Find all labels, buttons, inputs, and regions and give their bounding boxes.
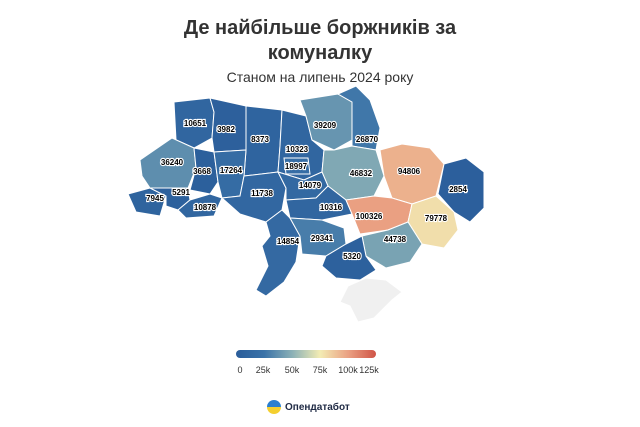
label-mykolaiv: 29341 xyxy=(311,234,334,243)
label-chernivtsi: 10878 xyxy=(194,203,217,212)
label-dnipropetrovsk: 100326 xyxy=(356,212,383,221)
legend-tick-100k: 100k xyxy=(338,365,358,375)
label-kyiv-city: 18997 xyxy=(285,162,308,171)
color-scale-bar xyxy=(236,350,376,358)
region-odesa[interactable] xyxy=(255,209,301,297)
region-sumy[interactable] xyxy=(336,85,381,151)
label-odesa: 14854 xyxy=(277,237,300,246)
brand-footer: Опендатабот xyxy=(267,399,350,415)
label-zakarpattia: 7945 xyxy=(146,194,164,203)
label-poltava: 46832 xyxy=(350,169,373,178)
region-luhansk[interactable] xyxy=(437,157,485,223)
chart-title: Де найбільше боржників за комуналку xyxy=(0,16,640,66)
label-zhytomyr: 8373 xyxy=(251,135,269,144)
label-ternopil: 3668 xyxy=(193,167,211,176)
legend-tick-0: 0 xyxy=(237,365,243,375)
region-zakarpattia[interactable] xyxy=(127,187,167,217)
region-value-labels: 10651 3982 8373 10323 18997 39209 26870 … xyxy=(145,118,469,262)
label-khmelnytskyi: 17264 xyxy=(220,166,243,175)
label-kyiv-oblast: 10323 xyxy=(286,145,309,154)
legend-tick-75k: 75k xyxy=(312,365,328,375)
legend-tick-25k: 25k xyxy=(255,365,271,375)
chart-subtitle: Станом на липень 2024 року xyxy=(226,69,414,85)
region-crimea[interactable] xyxy=(339,277,403,323)
region-lviv[interactable] xyxy=(139,137,197,189)
label-kirovohrad: 10316 xyxy=(320,203,343,212)
legend-tick-50k: 50k xyxy=(284,365,300,375)
label-sumy: 26870 xyxy=(356,135,379,144)
label-donetsk: 79778 xyxy=(425,214,448,223)
region-kherson[interactable] xyxy=(321,235,377,281)
label-luhansk: 2854 xyxy=(449,185,467,194)
title-line-2: комуналку xyxy=(267,42,373,64)
opendatabot-logo-icon xyxy=(267,400,281,414)
label-zaporizhzhia: 44738 xyxy=(384,235,407,244)
title-line-1: Де найбільше боржників за xyxy=(183,17,457,39)
label-cherkasy: 14079 xyxy=(299,181,322,190)
label-volyn: 10651 xyxy=(184,119,207,128)
label-chernihiv: 39209 xyxy=(314,121,337,130)
label-vinnytsia: 11738 xyxy=(251,189,273,198)
label-kherson: 5320 xyxy=(343,252,361,261)
label-kharkiv: 94806 xyxy=(398,167,421,176)
label-lviv: 36240 xyxy=(161,158,184,167)
brand-name: Опендатабот xyxy=(285,401,350,413)
label-rivne: 3982 xyxy=(217,125,235,134)
label-ivano-frankivsk: 5291 xyxy=(172,188,190,197)
region-kyiv-city[interactable] xyxy=(283,157,311,175)
legend-tick-125k: 125k xyxy=(359,365,379,375)
